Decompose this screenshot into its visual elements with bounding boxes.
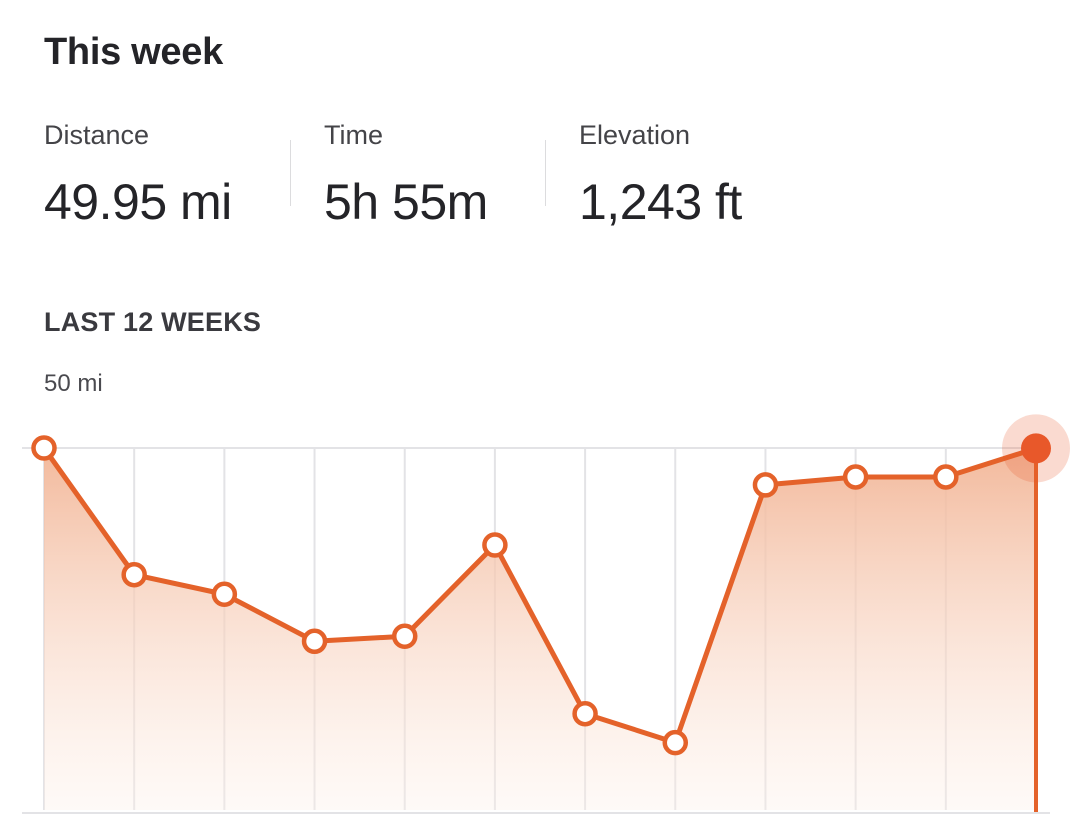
stat-time: Time 5h 55m: [324, 118, 488, 232]
chart-title: LAST 12 WEEKS: [44, 307, 262, 337]
stat-elevation: Elevation 1,243 ft: [579, 118, 742, 232]
data-point: [662, 729, 689, 756]
stat-elevation-value: 1,243 ft: [579, 174, 742, 230]
stat-distance: Distance 49.95 mi: [44, 118, 232, 232]
week-title: This week: [44, 31, 223, 73]
data-point: [842, 464, 869, 490]
data-point: [31, 435, 57, 461]
stat-distance-label: Distance: [44, 120, 150, 150]
data-point: [121, 561, 147, 588]
data-point: [933, 464, 959, 490]
stat-time-value: 5h 55m: [324, 174, 488, 230]
data-point: [301, 628, 328, 655]
data-point: [482, 532, 508, 558]
current-week-point: [1021, 433, 1051, 464]
series-area-fill: [44, 448, 1036, 810]
data-point: [211, 581, 238, 607]
series-line: [41, 445, 1039, 746]
stat-divider: [290, 140, 291, 206]
data-point: [572, 700, 598, 727]
stat-distance-value: 49.95 mi: [44, 174, 232, 230]
y-axis-max-label: 50 mi: [44, 370, 103, 397]
stat-time-label: Time: [324, 120, 383, 150]
stat-divider: [545, 140, 546, 206]
data-point: [752, 472, 779, 498]
stat-elevation-label: Elevation: [579, 120, 691, 150]
data-point: [391, 623, 418, 649]
